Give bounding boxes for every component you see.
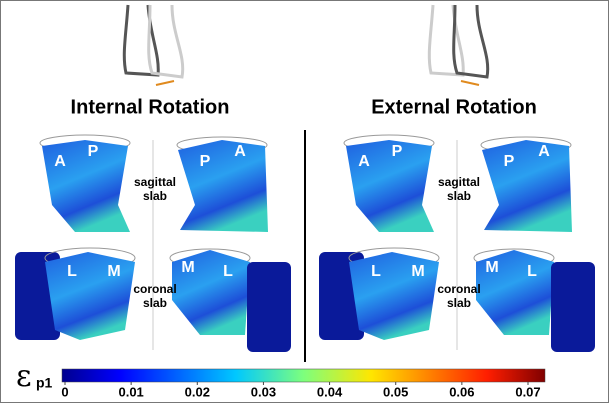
tick-label: 0.05 — [383, 384, 408, 399]
tick-label: 0.02 — [185, 384, 210, 399]
panel: External Rotationsagittalslabcoronalslab… — [319, 4, 595, 352]
region-label: L — [223, 263, 233, 280]
foot-icon — [427, 4, 490, 86]
region-label: L — [527, 263, 537, 280]
tissue — [178, 140, 268, 232]
region-label: M — [411, 263, 424, 280]
panel: Internal Rotationsagittalslabcoronalslab… — [15, 4, 291, 352]
tick-label: 0.01 — [118, 384, 143, 399]
foot-icon — [122, 4, 185, 86]
panel-title: External Rotation — [371, 96, 537, 118]
colorbar — [61, 368, 546, 383]
colorbar-symbol: ε — [16, 359, 32, 394]
tissue — [349, 252, 439, 340]
region-label: A — [358, 153, 370, 170]
slab-label: slab — [447, 189, 471, 203]
tissue — [346, 140, 434, 232]
region-label: A — [538, 143, 550, 160]
slab-label: sagittal — [438, 175, 480, 189]
region-label: A — [234, 143, 246, 160]
tissue — [45, 252, 135, 340]
tick-label: 0.07 — [515, 384, 540, 399]
slab-label: coronal — [437, 282, 480, 296]
region-label: M — [485, 259, 498, 276]
slab-label: slab — [447, 296, 471, 310]
slab-label: slab — [143, 189, 167, 203]
rotation-arrow — [155, 80, 175, 86]
slab-label: slab — [143, 296, 167, 310]
tick-label: 0.06 — [449, 384, 474, 399]
foot-outline — [147, 4, 185, 79]
rotation-arrow — [460, 80, 480, 86]
tissue — [172, 250, 250, 335]
region-label: M — [181, 259, 194, 276]
tick-label: 0.04 — [317, 384, 343, 399]
tissue — [476, 250, 554, 335]
foot-outline — [427, 4, 465, 77]
tick-label: 0.03 — [251, 384, 276, 399]
tissue — [482, 140, 572, 232]
region-label: A — [54, 153, 66, 170]
region-label: L — [67, 263, 77, 280]
foot-outline — [452, 4, 490, 79]
foot-outline — [122, 4, 160, 77]
region-label: P — [200, 153, 211, 170]
region-label: L — [371, 263, 381, 280]
region-label: P — [88, 143, 99, 160]
region-label: P — [504, 153, 515, 170]
region-label: P — [392, 143, 403, 160]
tissue — [42, 140, 130, 232]
region-label: M — [107, 263, 120, 280]
tick-label: 0 — [61, 384, 68, 399]
slab-label: coronal — [133, 282, 176, 296]
bone — [247, 262, 291, 352]
colorbar-subscript: p1 — [36, 375, 53, 391]
panel-title: Internal Rotation — [71, 96, 230, 118]
slab-label: sagittal — [134, 175, 176, 189]
bone — [551, 262, 595, 352]
